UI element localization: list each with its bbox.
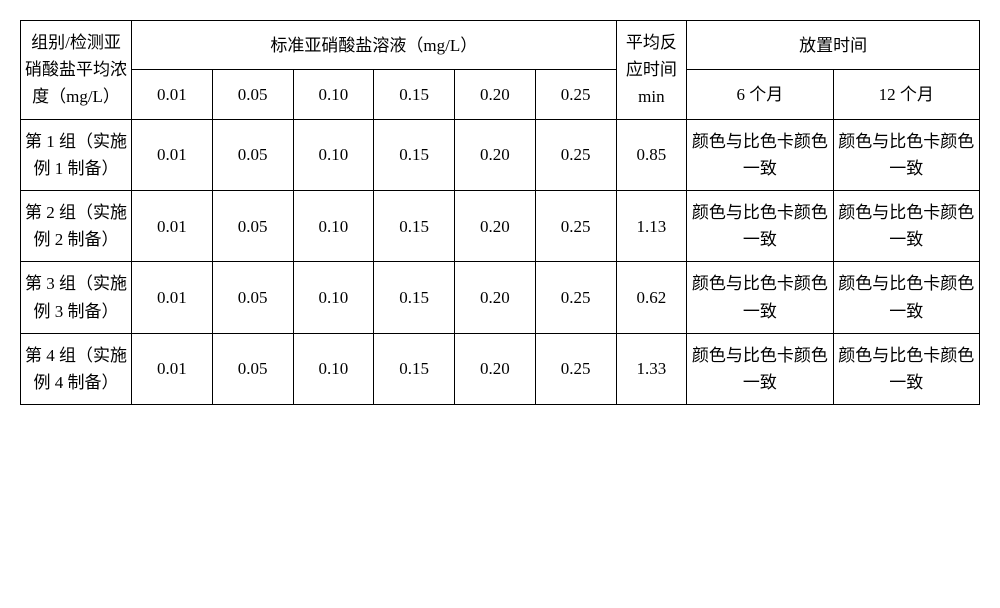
header-period-1: 12 个月 bbox=[833, 70, 979, 119]
table-row: 第 1 组（实施例 1 制备） 0.01 0.05 0.10 0.15 0.20… bbox=[21, 119, 980, 190]
cell-storage6: 颜色与比色卡颜色一致 bbox=[687, 333, 833, 404]
header-std-3: 0.15 bbox=[374, 70, 455, 119]
header-std-0: 0.01 bbox=[132, 70, 213, 119]
cell-storage12: 颜色与比色卡颜色一致 bbox=[833, 190, 979, 261]
cell-storage6: 颜色与比色卡颜色一致 bbox=[687, 119, 833, 190]
cell-value: 0.01 bbox=[132, 333, 213, 404]
cell-group: 第 4 组（实施例 4 制备） bbox=[21, 333, 132, 404]
cell-group: 第 2 组（实施例 2 制备） bbox=[21, 190, 132, 261]
table-row: 第 4 组（实施例 4 制备） 0.01 0.05 0.10 0.15 0.20… bbox=[21, 333, 980, 404]
cell-group: 第 3 组（实施例 3 制备） bbox=[21, 262, 132, 333]
cell-value: 0.20 bbox=[455, 333, 536, 404]
cell-value: 0.10 bbox=[293, 333, 374, 404]
cell-value: 0.10 bbox=[293, 119, 374, 190]
header-row-1: 组别/检测亚硝酸盐平均浓度（mg/L） 标准亚硝酸盐溶液（mg/L） 平均反应时… bbox=[21, 21, 980, 70]
table-row: 第 3 组（实施例 3 制备） 0.01 0.05 0.10 0.15 0.20… bbox=[21, 262, 980, 333]
cell-value: 0.25 bbox=[535, 262, 616, 333]
header-standard-solution: 标准亚硝酸盐溶液（mg/L） bbox=[132, 21, 617, 70]
cell-value: 0.01 bbox=[132, 262, 213, 333]
cell-storage6: 颜色与比色卡颜色一致 bbox=[687, 262, 833, 333]
cell-avg-time: 0.62 bbox=[616, 262, 687, 333]
header-row-2: 0.01 0.05 0.10 0.15 0.20 0.25 6 个月 12 个月 bbox=[21, 70, 980, 119]
cell-value: 0.25 bbox=[535, 333, 616, 404]
nitrite-data-table: 组别/检测亚硝酸盐平均浓度（mg/L） 标准亚硝酸盐溶液（mg/L） 平均反应时… bbox=[20, 20, 980, 405]
cell-value: 0.25 bbox=[535, 119, 616, 190]
cell-value: 0.15 bbox=[374, 333, 455, 404]
cell-value: 0.01 bbox=[132, 190, 213, 261]
cell-value: 0.05 bbox=[212, 190, 293, 261]
cell-group: 第 1 组（实施例 1 制备） bbox=[21, 119, 132, 190]
cell-value: 0.20 bbox=[455, 190, 536, 261]
cell-value: 0.25 bbox=[535, 190, 616, 261]
cell-value: 0.01 bbox=[132, 119, 213, 190]
cell-value: 0.10 bbox=[293, 262, 374, 333]
cell-value: 0.15 bbox=[374, 262, 455, 333]
cell-value: 0.05 bbox=[212, 333, 293, 404]
cell-value: 0.15 bbox=[374, 119, 455, 190]
cell-value: 0.05 bbox=[212, 262, 293, 333]
cell-value: 0.15 bbox=[374, 190, 455, 261]
header-avg-time: 平均反应时间min bbox=[616, 21, 687, 120]
header-std-1: 0.05 bbox=[212, 70, 293, 119]
cell-storage12: 颜色与比色卡颜色一致 bbox=[833, 119, 979, 190]
header-std-4: 0.20 bbox=[455, 70, 536, 119]
cell-avg-time: 0.85 bbox=[616, 119, 687, 190]
table-row: 第 2 组（实施例 2 制备） 0.01 0.05 0.10 0.15 0.20… bbox=[21, 190, 980, 261]
cell-storage12: 颜色与比色卡颜色一致 bbox=[833, 262, 979, 333]
header-group: 组别/检测亚硝酸盐平均浓度（mg/L） bbox=[21, 21, 132, 120]
cell-value: 0.20 bbox=[455, 119, 536, 190]
cell-value: 0.20 bbox=[455, 262, 536, 333]
cell-storage6: 颜色与比色卡颜色一致 bbox=[687, 190, 833, 261]
cell-avg-time: 1.13 bbox=[616, 190, 687, 261]
cell-storage12: 颜色与比色卡颜色一致 bbox=[833, 333, 979, 404]
cell-value: 0.10 bbox=[293, 190, 374, 261]
cell-avg-time: 1.33 bbox=[616, 333, 687, 404]
header-std-2: 0.10 bbox=[293, 70, 374, 119]
header-period-0: 6 个月 bbox=[687, 70, 833, 119]
header-storage-time: 放置时间 bbox=[687, 21, 980, 70]
header-std-5: 0.25 bbox=[535, 70, 616, 119]
cell-value: 0.05 bbox=[212, 119, 293, 190]
